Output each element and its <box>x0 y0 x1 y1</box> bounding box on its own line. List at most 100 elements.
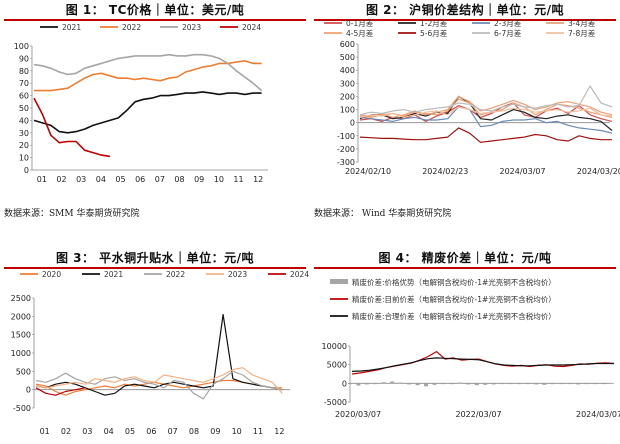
x-tick-label: 2024/03/20 <box>577 167 620 176</box>
y-tick-label: 2500 <box>11 294 31 303</box>
bar-mark <box>525 383 530 385</box>
y-tick-label: 30 <box>19 129 29 138</box>
panel-spread-structure: 图 2： 沪铜价差结构｜单位：元/吨 -300 -200 -100 0 100 200 30… <box>310 0 620 222</box>
series-line-2024 <box>35 387 86 396</box>
data-source: 数据来源： Wind 华泰期货研究院 <box>314 209 452 219</box>
bar-mark <box>491 383 496 385</box>
legend-label: 4-5月差 <box>346 28 374 38</box>
x-tick-label: 08 <box>174 175 184 184</box>
legend-label: 2024 <box>242 23 261 32</box>
panel-tc-price: 图 1： TC价格｜单位：美元/吨 0 10 20 30 40 50 60 70 80 90 100… <box>0 0 310 222</box>
x-tick-label: 2024/03/07 <box>576 410 620 419</box>
x-tick-label: 09 <box>194 175 204 184</box>
series-line-1-2月差 <box>359 95 613 131</box>
series-line-2023 <box>35 367 283 394</box>
series-line-精废价差:合理价差（电解铜含税均价-1#光亮铜不含税均价） <box>351 357 614 372</box>
legend-label: 2021 <box>62 23 81 32</box>
x-tick-label: 08 <box>189 427 199 436</box>
legend-label: 7-8月差 <box>568 28 596 38</box>
bar-mark <box>559 383 564 385</box>
bar-mark <box>508 383 513 385</box>
legend-label: 2023 <box>182 23 201 32</box>
bar-mark <box>567 383 572 385</box>
series-line-6-7月差 <box>359 85 613 116</box>
x-tick-label: 06 <box>146 427 156 436</box>
x-tick-label: 2024/02/10 <box>345 167 391 176</box>
legend-label: 2-3月差 <box>494 18 522 28</box>
bar-mark <box>576 383 581 385</box>
bar-mark <box>517 383 522 385</box>
x-tick-label: 2022/03/07 <box>455 410 501 419</box>
bar-mark <box>550 383 555 385</box>
bar-mark <box>348 383 352 385</box>
data-source: 数据来源：SMM 华泰期货研究院 <box>4 209 140 219</box>
x-tick-label: 03 <box>82 427 92 436</box>
y-tick-label: 400 <box>340 66 355 75</box>
bar-mark <box>415 383 420 386</box>
x-tick-label: 2024/03/07 <box>500 167 546 176</box>
y-tick-label: 50 <box>19 104 29 113</box>
y-tick-label: -100 <box>337 132 355 141</box>
x-tick-label: 01 <box>37 175 47 184</box>
y-tick-label: 90 <box>19 54 29 63</box>
x-tick-label: 2020/03/07 <box>335 410 381 419</box>
x-tick-label: 06 <box>135 175 145 184</box>
x-tick-label: 11 <box>233 175 243 184</box>
y-tick-label: 20 <box>19 141 29 150</box>
x-tick-label: 05 <box>125 427 135 436</box>
series-line-5-6月差 <box>359 127 612 143</box>
y-tick-label: 60 <box>19 92 29 101</box>
y-tick-label: -200 <box>337 145 355 154</box>
x-tick-label: 04 <box>96 175 106 184</box>
chart-title: 图 2： 沪铜价差结构｜单位：元/吨 <box>365 3 565 17</box>
y-tick-label: 10000 <box>322 342 347 351</box>
x-tick-label: 02 <box>61 427 71 436</box>
legend-label: 2022 <box>166 270 185 279</box>
y-tick-label: 0 <box>26 386 31 395</box>
y-tick-label: 10 <box>19 154 29 163</box>
bar-mark <box>584 383 589 385</box>
y-tick-label: 500 <box>340 53 355 62</box>
y-tick-label: 100 <box>340 106 355 115</box>
chart-spread-structure: -300 -200 -100 0 100 200 300 400 500 600 2024/02/1… <box>324 18 620 176</box>
bar-mark <box>483 383 488 385</box>
bar-mark <box>432 383 437 385</box>
series-line-2024 <box>33 97 111 158</box>
x-tick-label: 12 <box>274 427 284 436</box>
legend-label: 精废价差:合理价差（电解铜含税均价-1#光亮铜不含税均价） <box>352 311 556 321</box>
y-tick-label: 500 <box>16 367 31 376</box>
title-bar: 图 3： 平水铜升贴水｜单位：元/吨 <box>4 250 306 269</box>
legend-label: 1-2月差 <box>420 18 448 28</box>
chart-scrap-spread: -5000 0 5000 10000 2020/03/07 2022/03/07 2024/… <box>322 277 620 419</box>
bar-mark <box>593 383 598 385</box>
legend-label: 精废价差:价格优势（电解铜含税均价-1#光亮铜不含税均价） <box>352 277 556 287</box>
legend-label: 精废价差:目前价差（电解铜含税均价-1#光亮铜不含税均价） <box>352 294 556 304</box>
x-tick-label: 03 <box>76 175 86 184</box>
legend-swatch <box>330 279 348 284</box>
y-tick-label: 100 <box>14 42 29 51</box>
x-tick-label: 02 <box>56 175 66 184</box>
legend-label: 0-1月差 <box>346 18 374 28</box>
series-line-2-3月差 <box>359 106 613 134</box>
chart-title: 图 3： 平水铜升贴水｜单位：元/吨 <box>55 251 255 265</box>
panel-scrap-spread: 图 4： 精废价差｜单位：元/吨 -5000 0 5000 10000 2020/03/… <box>310 222 620 444</box>
legend-label: 2021 <box>104 270 123 279</box>
legend-label: 2024 <box>290 270 309 279</box>
bar-mark <box>601 383 606 385</box>
bar-mark <box>449 383 454 385</box>
x-tick-label: 2024/02/23 <box>422 167 468 176</box>
y-tick-label: 1500 <box>11 331 31 340</box>
bar-mark <box>381 382 386 384</box>
bar-mark <box>610 382 614 384</box>
title-bar: 图 4： 精废价差｜单位：元/吨 <box>314 250 616 269</box>
bar-mark <box>500 383 505 385</box>
x-tick-label: 05 <box>115 175 125 184</box>
title-bar: 图 1： TC价格｜单位：美元/吨 <box>4 2 306 21</box>
y-tick-label: 70 <box>19 79 29 88</box>
bar-mark <box>474 383 479 386</box>
x-tick-label: 10 <box>232 427 242 436</box>
y-tick-label: 0 <box>342 379 347 388</box>
y-tick-label: 200 <box>340 92 355 101</box>
legend-label: 2023 <box>228 270 247 279</box>
y-tick-label: -5000 <box>324 398 347 407</box>
